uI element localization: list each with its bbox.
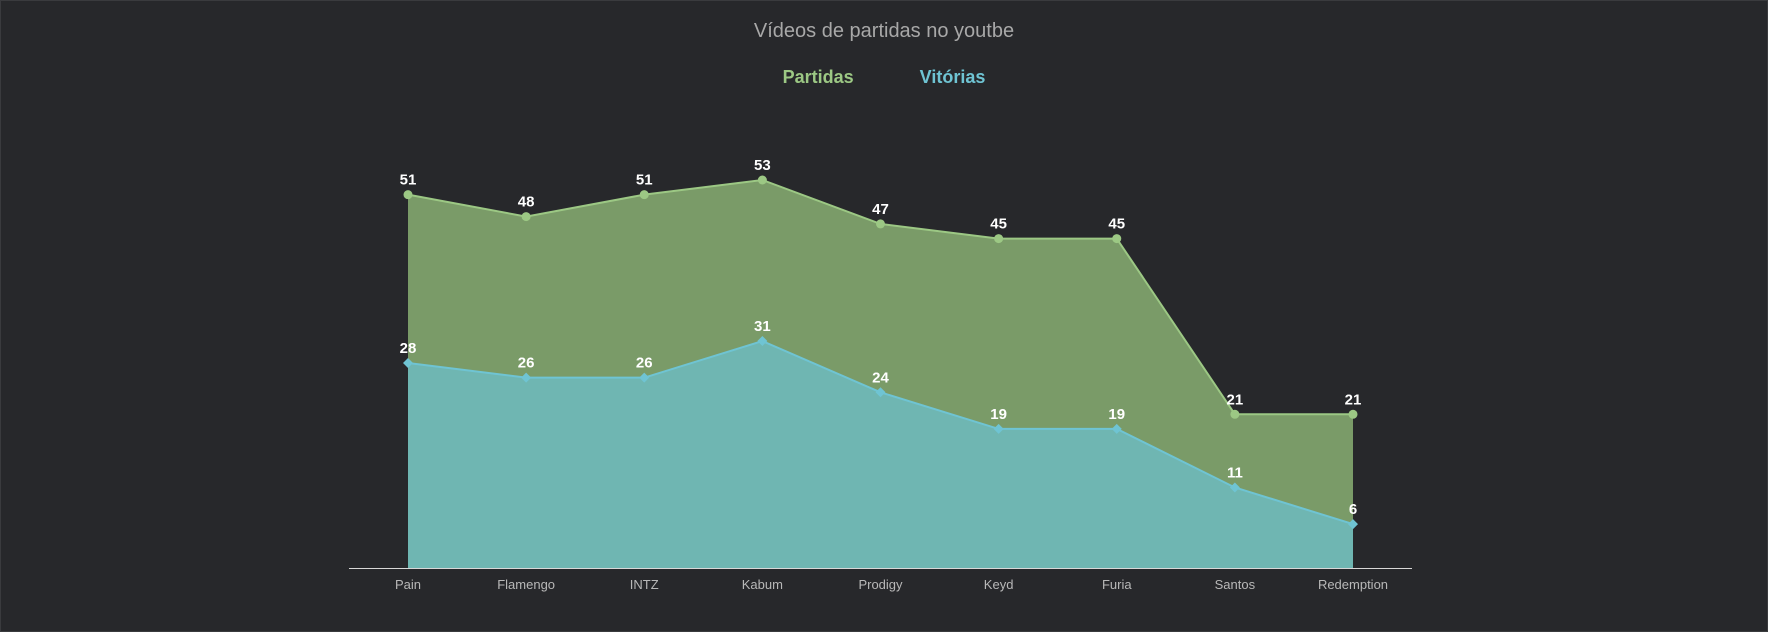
point-partidas-intz[interactable]	[639, 190, 649, 200]
point-partidas-flamengo[interactable]	[521, 212, 531, 222]
data-label-vitorias-flamengo: 26	[518, 355, 535, 372]
legend-item-vitorias[interactable]: Vitórias	[919, 67, 986, 87]
x-tick-label-keyd: Keyd	[984, 577, 1014, 592]
series-areas	[408, 180, 1353, 568]
data-label-partidas-santos: 21	[1227, 391, 1244, 408]
data-label-partidas-kabum: 53	[754, 157, 771, 174]
x-tick-label-furia: Furia	[1102, 577, 1132, 592]
data-label-partidas-keyd: 45	[990, 216, 1007, 233]
point-partidas-prodigy[interactable]	[876, 219, 885, 229]
point-partidas-furia[interactable]	[1112, 234, 1122, 244]
point-vitorias-flamengo[interactable]	[521, 372, 532, 383]
legend-item-partidas[interactable]: Partidas	[782, 67, 854, 87]
data-label-vitorias-redemption: 6	[1349, 501, 1357, 518]
point-vitorias-santos[interactable]	[1229, 482, 1240, 493]
area-vitorias	[408, 341, 1353, 568]
x-tick-label-redemption: Redemption	[1318, 577, 1388, 592]
x-tick-label-santos: Santos	[1215, 577, 1256, 592]
data-label-partidas-pain: 51	[400, 172, 417, 189]
data-labels: 51 48 51 53 47 45 45 21 21 28 26 26 31 24 19 19 11 6	[400, 157, 1362, 518]
x-tick-label-pain: Pain	[395, 577, 421, 592]
point-vitorias-furia[interactable]	[1111, 423, 1122, 434]
chart-title: Vídeos de partidas no youtbe	[753, 20, 1015, 42]
data-label-vitorias-pain: 28	[400, 340, 417, 357]
data-label-vitorias-furia: 19	[1108, 406, 1125, 423]
x-tick-labels: Pain Flamengo INTZ Kabum Prodigy Keyd Furia San…	[395, 577, 1388, 592]
data-label-partidas-redemption: 21	[1345, 391, 1362, 408]
data-label-vitorias-santos: 11	[1227, 464, 1243, 481]
x-tick-label-prodigy: Prodigy	[858, 577, 903, 592]
x-tick-label-flamengo: Flamengo	[497, 577, 555, 592]
point-partidas-kabum[interactable]	[757, 175, 767, 185]
point-vitorias-pain[interactable]	[403, 358, 413, 369]
data-label-partidas-intz: 51	[636, 172, 653, 189]
data-label-partidas-flamengo: 48	[518, 194, 535, 211]
x-tick-label-intz: INTZ	[630, 577, 659, 592]
point-partidas-redemption[interactable]	[1348, 409, 1358, 419]
data-label-vitorias-prodigy: 24	[872, 369, 889, 386]
data-label-partidas-furia: 45	[1108, 216, 1125, 233]
data-label-vitorias-intz: 26	[636, 355, 653, 372]
point-vitorias-keyd[interactable]	[993, 423, 1004, 434]
series-markers	[403, 175, 1358, 530]
chart-legend: Partidas Vitórias	[0, 67, 1768, 88]
data-label-vitorias-keyd: 19	[990, 406, 1007, 423]
point-partidas-keyd[interactable]	[994, 234, 1004, 244]
data-label-vitorias-kabum: 31	[754, 318, 771, 335]
point-vitorias-kabum[interactable]	[757, 336, 768, 347]
x-tick-label-kabum: Kabum	[742, 577, 783, 592]
point-partidas-santos[interactable]	[1230, 409, 1240, 419]
point-vitorias-intz[interactable]	[639, 372, 650, 383]
point-partidas-pain[interactable]	[403, 190, 413, 200]
data-label-partidas-prodigy: 47	[872, 201, 889, 218]
point-vitorias-redemption[interactable]	[1348, 519, 1358, 530]
point-vitorias-prodigy[interactable]	[875, 387, 886, 398]
